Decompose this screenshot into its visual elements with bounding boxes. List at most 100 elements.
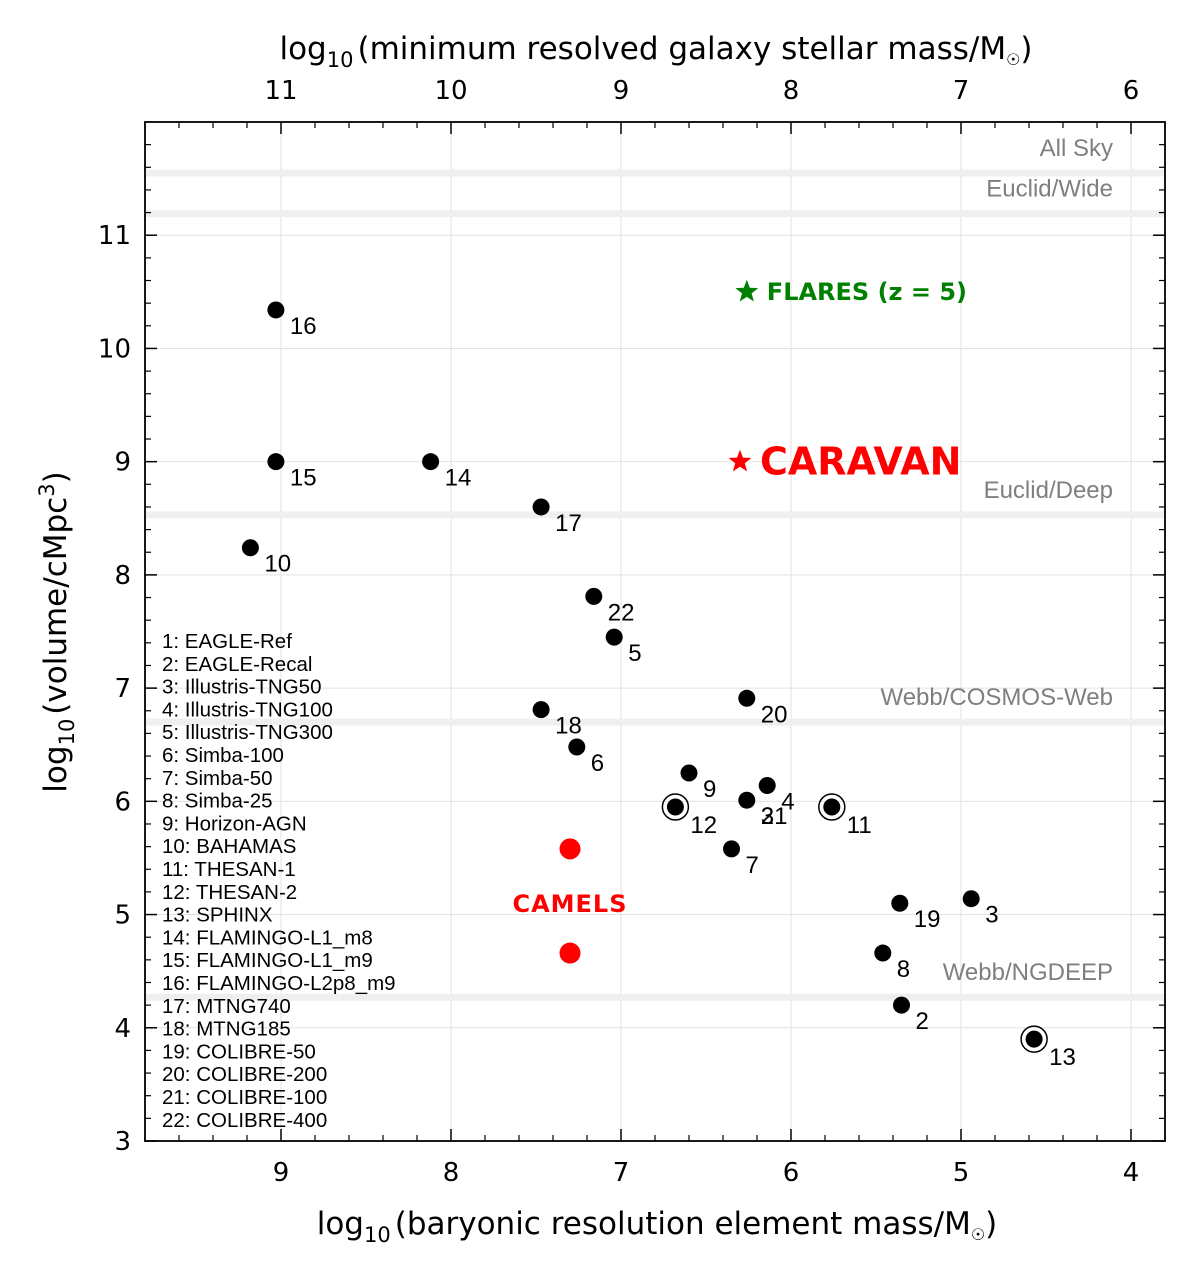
y-tick-label: 10 xyxy=(98,334,131,364)
legend-entry: 9: Horizon-AGN xyxy=(162,812,307,835)
x-tick-label: 7 xyxy=(613,1158,630,1188)
data-point-label: 9 xyxy=(703,776,716,803)
data-point-label: 18 xyxy=(555,713,582,740)
legend-entry: 11: THESAN-1 xyxy=(162,858,296,881)
survey-label: Webb/NGDEEP xyxy=(943,959,1113,986)
legend-entry: 8: Simba-25 xyxy=(162,790,273,813)
data-point-label: 10 xyxy=(264,551,291,578)
data-point xyxy=(532,498,550,516)
ticks xyxy=(144,122,1166,1142)
x-tick-label: 6 xyxy=(783,1158,800,1188)
x-tick-label: 4 xyxy=(1123,1158,1140,1188)
legend-entry: 3: Illustris-TNG50 xyxy=(162,676,321,699)
data-point xyxy=(568,738,586,756)
survey-label: Webb/COSMOS-Web xyxy=(880,684,1113,711)
top-x-tick-label: 6 xyxy=(1123,76,1140,106)
data-point xyxy=(962,890,980,908)
data-point-ring xyxy=(661,793,690,821)
legend-entry: 5: Illustris-TNG300 xyxy=(162,721,333,744)
data-point xyxy=(241,539,259,557)
data-point xyxy=(738,791,756,809)
data-point-label: 7 xyxy=(746,852,759,879)
data-point xyxy=(874,944,892,962)
survey-label: Euclid/Wide xyxy=(986,176,1113,203)
data-point-label: 14 xyxy=(445,465,472,492)
top-x-axis-label: log10 (minimum resolved galaxy stellar ma… xyxy=(279,31,1032,72)
legend-entry: 4: Illustris-TNG100 xyxy=(162,698,333,721)
legend-entry: 18: MTNG185 xyxy=(162,1018,291,1041)
data-point xyxy=(532,701,550,719)
x-tick-label: 5 xyxy=(953,1158,970,1188)
data-point-label: 4 xyxy=(781,788,794,815)
x-axis-label-rest: (baryonic resolution element mass/M xyxy=(395,1206,971,1242)
camels-point xyxy=(559,838,581,860)
data-point xyxy=(893,996,910,1014)
data-point xyxy=(723,840,740,858)
legend-entry: 2: EAGLE-Recal xyxy=(162,653,312,676)
legend-entry: 1: EAGLE-Ref xyxy=(162,630,292,653)
data-point xyxy=(666,798,684,816)
flares-star-icon xyxy=(735,279,759,302)
caravan-star-icon xyxy=(728,449,752,472)
data-point-label: 5 xyxy=(628,640,641,667)
camels-point xyxy=(559,942,581,964)
data-point xyxy=(738,689,756,707)
caravan-label: CARAVAN xyxy=(760,440,961,484)
data-point xyxy=(585,587,603,605)
data-point-ring xyxy=(818,793,846,821)
top-x-axis-label-end: ) xyxy=(1020,31,1032,67)
y-tick-label: 7 xyxy=(114,674,131,704)
top-x-axis-label-rest: (minimum resolved galaxy stellar mass/M xyxy=(357,31,1006,67)
data-point-label: 21 xyxy=(761,803,788,830)
sun-symbol-icon: ☉ xyxy=(1006,50,1020,69)
legend-entry: 21: COLIBRE-100 xyxy=(162,1086,327,1109)
data-point xyxy=(1025,1030,1043,1048)
plot-frame xyxy=(144,121,1166,1142)
y-tick-label: 5 xyxy=(114,901,131,931)
top-x-axis-label-sub: 10 xyxy=(327,48,354,72)
data-point-label: 13 xyxy=(1049,1044,1076,1071)
x-tick-label: 9 xyxy=(273,1158,290,1188)
flares-label: FLARES (z = 5) xyxy=(767,278,967,306)
legend-entry: 20: COLIBRE-200 xyxy=(162,1063,327,1086)
y-axis-label-prefix: log xyxy=(38,745,74,792)
x-axis-label-prefix: log xyxy=(317,1206,364,1242)
top-x-tick-label: 10 xyxy=(434,76,467,106)
legend-entry: 14: FLAMINGO-L1_m8 xyxy=(162,926,373,949)
top-x-tick-label: 11 xyxy=(264,76,297,106)
data-point-label: 8 xyxy=(897,956,910,983)
x-tick-label: 8 xyxy=(443,1158,460,1188)
data-point xyxy=(605,628,623,646)
y-axis-label-rest: (volume/cMpc xyxy=(38,497,74,715)
data-point-label: 2 xyxy=(916,1008,929,1035)
top-x-tick-label: 8 xyxy=(783,76,800,106)
data-point-label: 15 xyxy=(290,465,317,492)
y-tick-label: 6 xyxy=(114,787,131,817)
legend-entry: 22: COLIBRE-400 xyxy=(162,1109,327,1132)
y-tick-label: 9 xyxy=(114,448,131,478)
y-tick-label: 3 xyxy=(114,1127,131,1157)
data-point-label: 3 xyxy=(761,803,774,830)
data-point-label: 22 xyxy=(608,599,635,626)
data-point xyxy=(680,764,698,782)
top-x-axis-label-prefix: log xyxy=(279,31,326,67)
data-point-label: 11 xyxy=(847,812,872,839)
x-axis-label-end: ) xyxy=(985,1206,997,1242)
legend-entry: 17: MTNG740 xyxy=(162,995,291,1018)
legend-entry: 16: FLAMINGO-L2p8_m9 xyxy=(162,972,396,995)
legend-entry: 19: COLIBRE-50 xyxy=(162,1040,316,1063)
legend-entry: 15: FLAMINGO-L1_m9 xyxy=(162,949,373,972)
data-point xyxy=(267,453,285,471)
data-point-label: 6 xyxy=(591,750,604,777)
legend-entry: 6: Simba-100 xyxy=(162,744,284,767)
top-x-tick-label: 9 xyxy=(613,76,630,106)
grid-layer xyxy=(145,122,1165,1142)
data-point-label: 3 xyxy=(985,902,998,929)
x-axis-label-sub: 10 xyxy=(364,1223,391,1247)
data-point-label: 17 xyxy=(555,510,582,537)
y-axis-label: log10 (volume/cMpc3) xyxy=(35,471,79,792)
